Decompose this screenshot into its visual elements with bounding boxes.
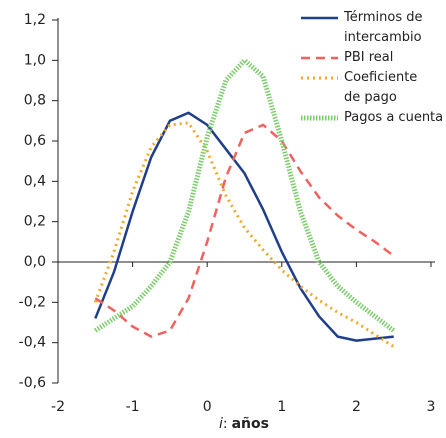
legend-swatch (301, 76, 338, 80)
y-tick-label: -0,6 (19, 375, 46, 391)
y-tick-label: -0,2 (19, 294, 46, 310)
y-tick-label: 0,6 (24, 133, 46, 149)
x-label-text: años (232, 416, 269, 432)
x-tick-label: -2 (51, 399, 65, 415)
series-line (94, 111, 394, 342)
legend-label: PBI real (344, 50, 394, 65)
y-tick-label: 1,0 (24, 52, 46, 68)
x-tick-label: -1 (126, 399, 140, 415)
x-tick-label: 2 (352, 399, 361, 415)
series-line (93, 121, 395, 348)
y-tick-label: 1,2 (24, 12, 46, 28)
legend-entry: Pagos a cuenta (300, 108, 443, 128)
legend-swatch (301, 16, 338, 20)
y-tick-label: 0,8 (24, 93, 46, 109)
legend-label: Pagos a cuenta (344, 110, 444, 125)
x-tick-label: 0 (203, 399, 212, 415)
legend-swatch (301, 115, 338, 121)
y-tick-label: 0,2 (24, 214, 46, 230)
x-tick-label: 1 (277, 399, 286, 415)
x-label-var: i (219, 416, 223, 432)
legend-swatch (301, 56, 338, 60)
x-tick-label: 3 (427, 399, 436, 415)
legend-label: Coeficiente de pago (344, 70, 418, 105)
series-line (94, 123, 395, 338)
y-tick-label: 0,4 (24, 173, 46, 189)
x-axis-label: i: años (219, 416, 269, 432)
legend-entry: Coeficiente de pago (300, 68, 434, 108)
x-label-colon: : (223, 416, 228, 432)
series-line (93, 57, 396, 333)
legend-entry: PBI real (300, 48, 443, 68)
y-tick-label: -0,4 (19, 335, 46, 351)
legend: Términos de intercambio PBI real Coeficien… (300, 8, 443, 128)
legend-label: Términos de intercambio (344, 10, 423, 45)
legend-entry: Términos de intercambio (300, 8, 434, 48)
y-tick-label: 0,0 (24, 254, 46, 270)
